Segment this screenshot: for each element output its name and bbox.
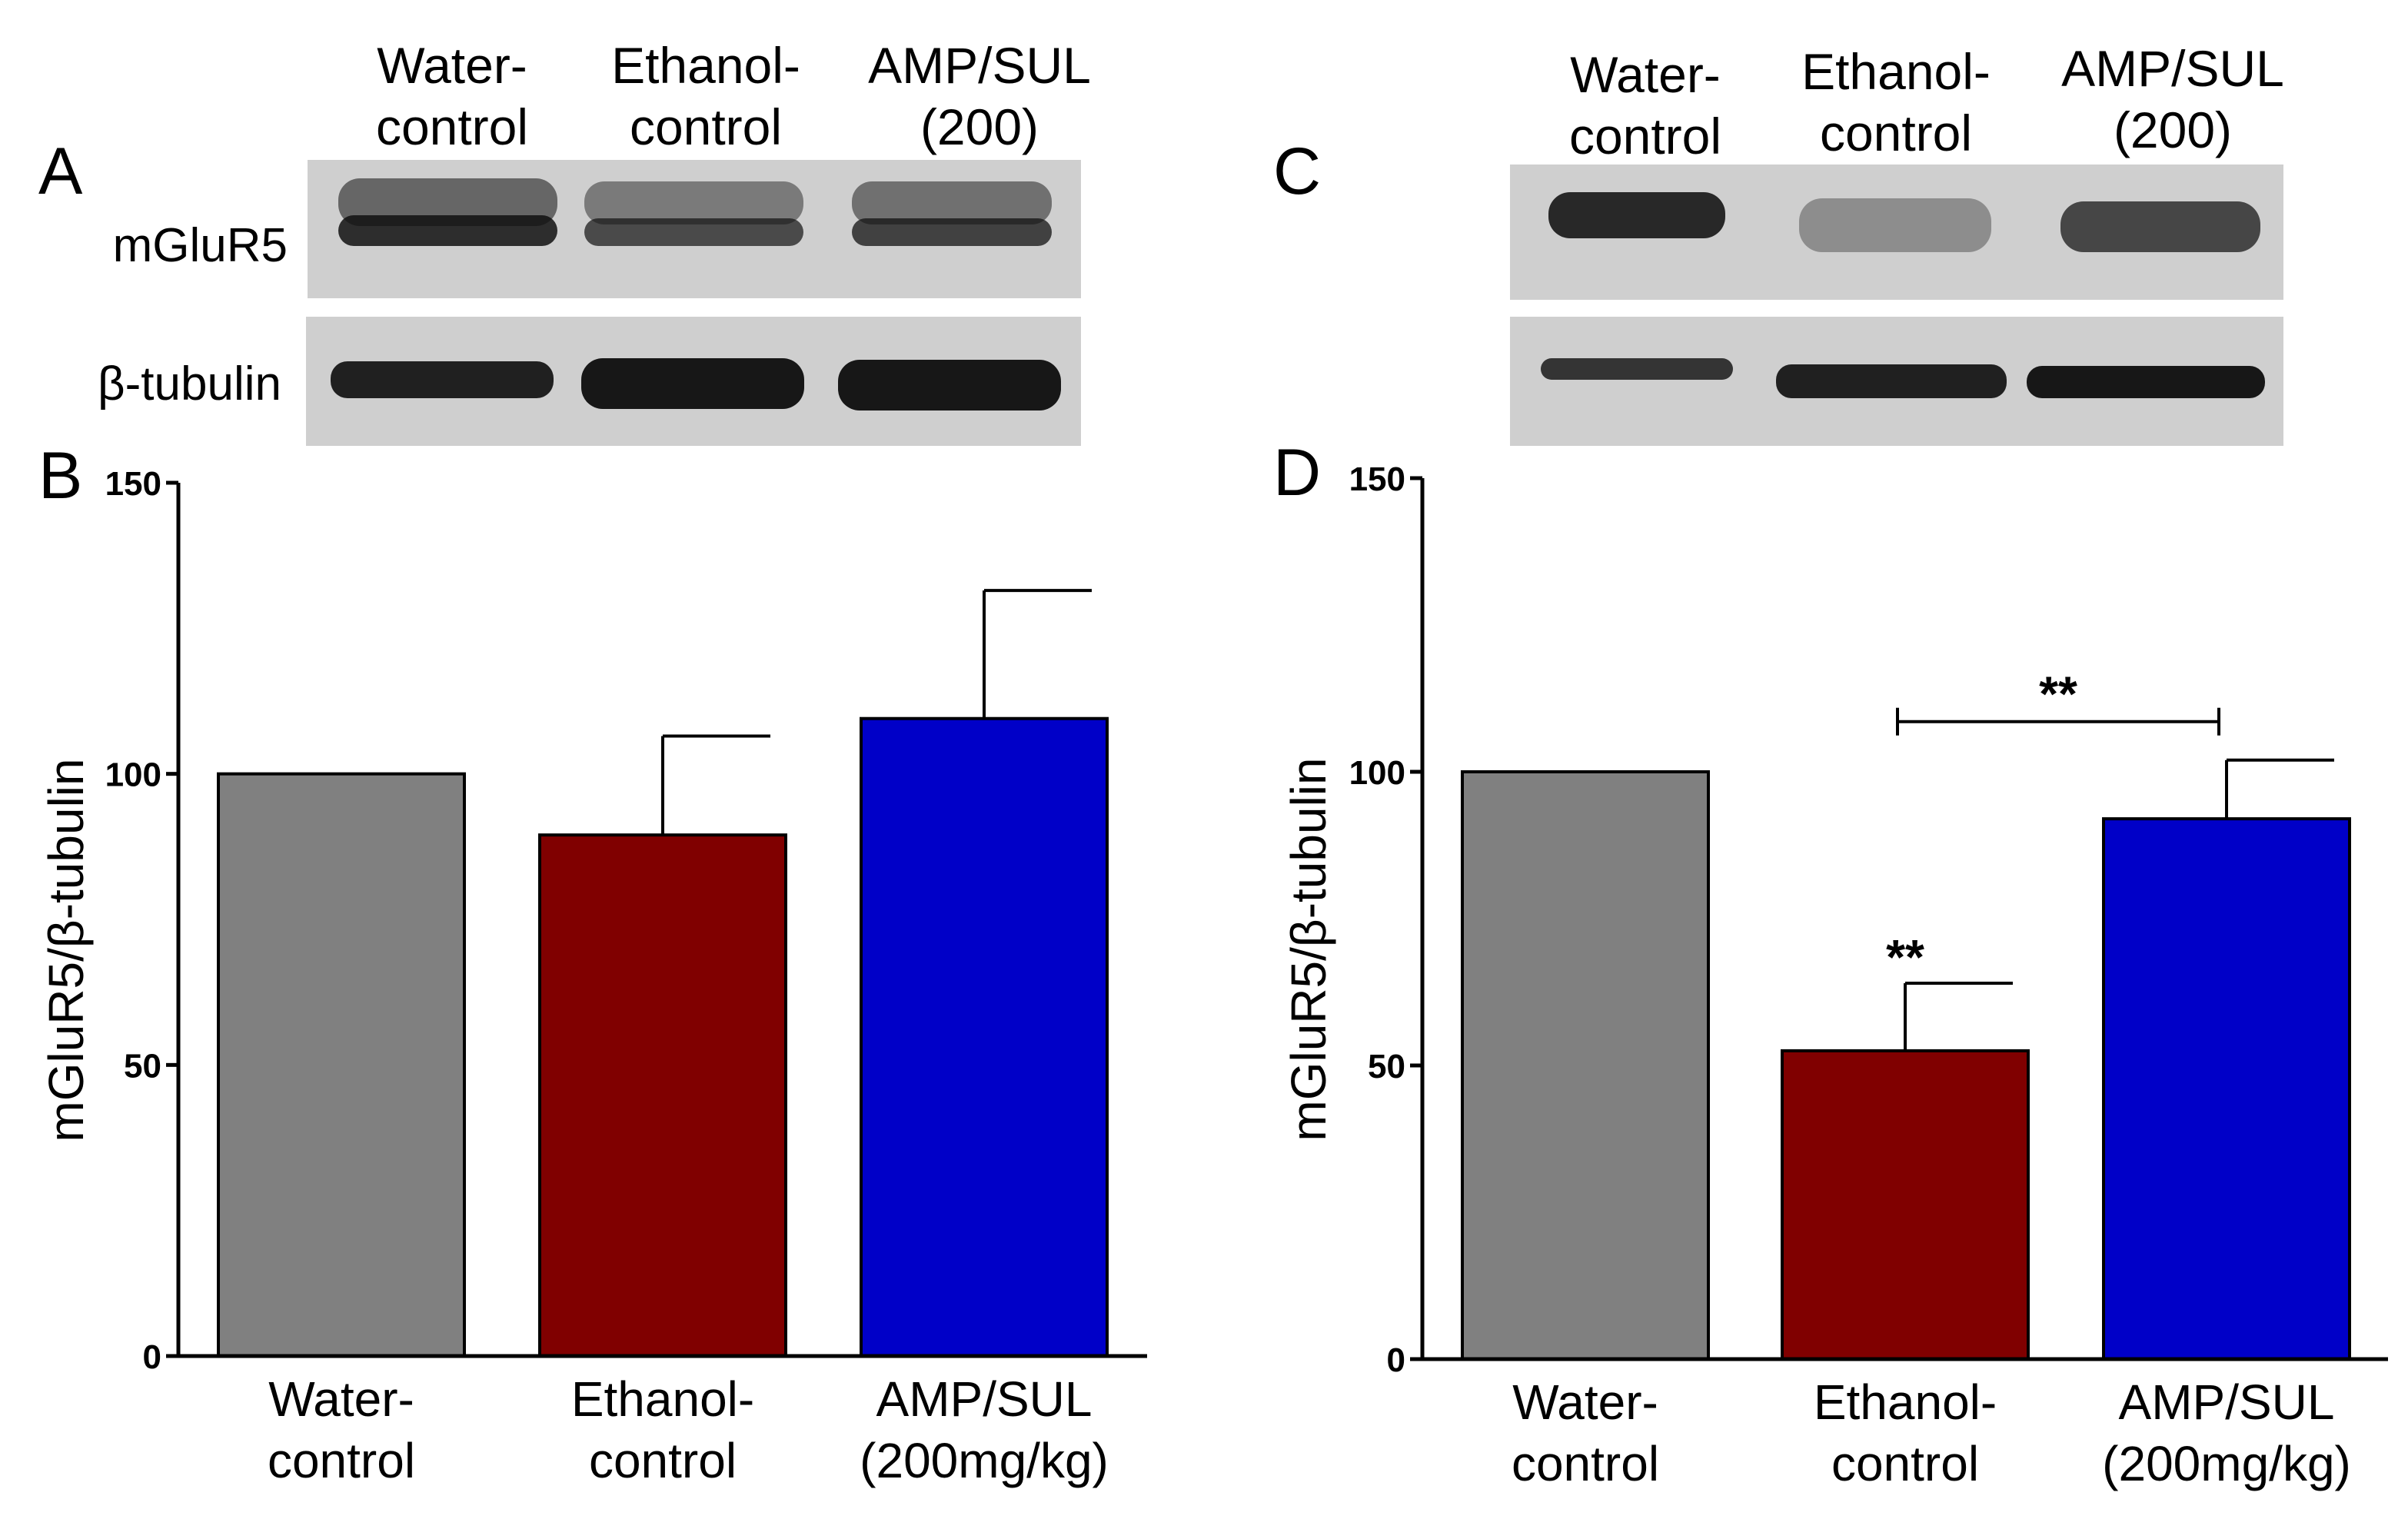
blot-band xyxy=(852,181,1052,224)
bar xyxy=(217,772,466,1358)
x-tick-label: control xyxy=(268,1433,415,1488)
panel-d-letter: D xyxy=(1273,436,1321,510)
blot-band xyxy=(1548,192,1725,238)
blot-band xyxy=(584,181,803,224)
panel-c-letter: C xyxy=(1273,135,1321,208)
significance-label: ** xyxy=(1886,929,1924,985)
x-tick-label: Ethanol- xyxy=(1814,1374,1997,1430)
x-tick-label: Ethanol- xyxy=(571,1371,754,1427)
blot-band xyxy=(581,358,804,409)
tubulin-bands xyxy=(331,358,1061,411)
lane-header-ethanol-line1: Ethanol- xyxy=(1801,43,1991,100)
y-tick-label: 150 xyxy=(1349,460,1405,498)
x-tick-label: (200mg/kg) xyxy=(860,1433,1109,1488)
tubulin-bands xyxy=(1541,358,2265,398)
blot-band xyxy=(338,215,557,246)
lane-header-water-line1: Water- xyxy=(377,37,527,94)
lane-header-ampsul-line2: (200) xyxy=(920,98,1039,155)
x-tick-label: Water- xyxy=(268,1371,414,1427)
blot-band xyxy=(1799,198,1991,252)
y-tick-label: 100 xyxy=(105,756,161,794)
y-tick-label: 150 xyxy=(105,465,161,503)
x-tick-label: AMP/SUL xyxy=(876,1371,1093,1427)
blot-band xyxy=(584,218,803,246)
x-tick-label: (200mg/kg) xyxy=(2102,1436,2351,1491)
blot-band xyxy=(331,361,554,398)
panel-a-blot: A Water- control Ethanol- control AMP/SU… xyxy=(38,37,1091,446)
bar xyxy=(538,833,787,1358)
lane-header-water-line2: control xyxy=(376,98,528,155)
y-axis-label: mGluR5/β-tubulin xyxy=(1281,757,1336,1141)
bar xyxy=(2102,817,2351,1361)
lane-header-water-line1: Water- xyxy=(1570,46,1721,103)
panel-b-letter: B xyxy=(38,439,82,513)
blot-band xyxy=(2027,366,2265,398)
x-tick-label: control xyxy=(1831,1436,1979,1491)
panel-c-blot: C Water- control Ethanol- control AMP/SU… xyxy=(1273,40,2284,446)
chart-d: 0 50 100 150 mGluR5/β-tubulin Water-control Et… xyxy=(1281,460,2388,1491)
lane-header-ethanol-line2: control xyxy=(1820,105,1972,161)
y-tick-label: 100 xyxy=(1349,754,1405,792)
lane-header-ethanol-line1: Ethanol- xyxy=(611,37,800,94)
bar xyxy=(1461,770,1710,1361)
lane-header-ampsul-line1: AMP/SUL xyxy=(868,37,1091,94)
y-tick-label: 50 xyxy=(1368,1048,1405,1085)
significance-label: ** xyxy=(2039,666,2077,722)
bar xyxy=(1781,1049,2030,1361)
lane-header-ampsul-line1: AMP/SUL xyxy=(2061,40,2284,97)
blot-band xyxy=(338,178,557,226)
bar xyxy=(860,716,1109,1358)
blot-band xyxy=(2060,201,2260,252)
blot-band xyxy=(852,218,1052,246)
y-tick-label: 0 xyxy=(1387,1341,1405,1379)
blot-band xyxy=(838,360,1061,411)
y-tick-label: 50 xyxy=(124,1047,161,1085)
x-tick-label: Water- xyxy=(1512,1374,1658,1430)
panel-a-letter: A xyxy=(38,135,83,208)
x-tick-label: AMP/SUL xyxy=(2119,1374,2335,1430)
blot-band xyxy=(1776,364,2007,398)
blot-band xyxy=(1541,358,1733,380)
mglur5-bands xyxy=(1548,192,2260,252)
lane-header-ethanol-line2: control xyxy=(630,98,782,155)
mglur5-bands xyxy=(338,178,1052,246)
x-tick-label: control xyxy=(589,1433,737,1488)
x-tick-label: control xyxy=(1512,1436,1659,1491)
row-label-mglur5: mGluR5 xyxy=(113,219,288,272)
row-label-tubulin: β-tubulin xyxy=(98,357,281,411)
y-axis-label: mGluR5/β-tubulin xyxy=(38,758,94,1142)
lane-header-water-line2: control xyxy=(1569,108,1721,165)
y-tick-label: 0 xyxy=(143,1338,161,1376)
chart-b: 0 50 100 150 mGluR5/β-tubulin Water-control Et… xyxy=(38,465,1147,1488)
lane-header-ampsul-line2: (200) xyxy=(2114,101,2232,158)
